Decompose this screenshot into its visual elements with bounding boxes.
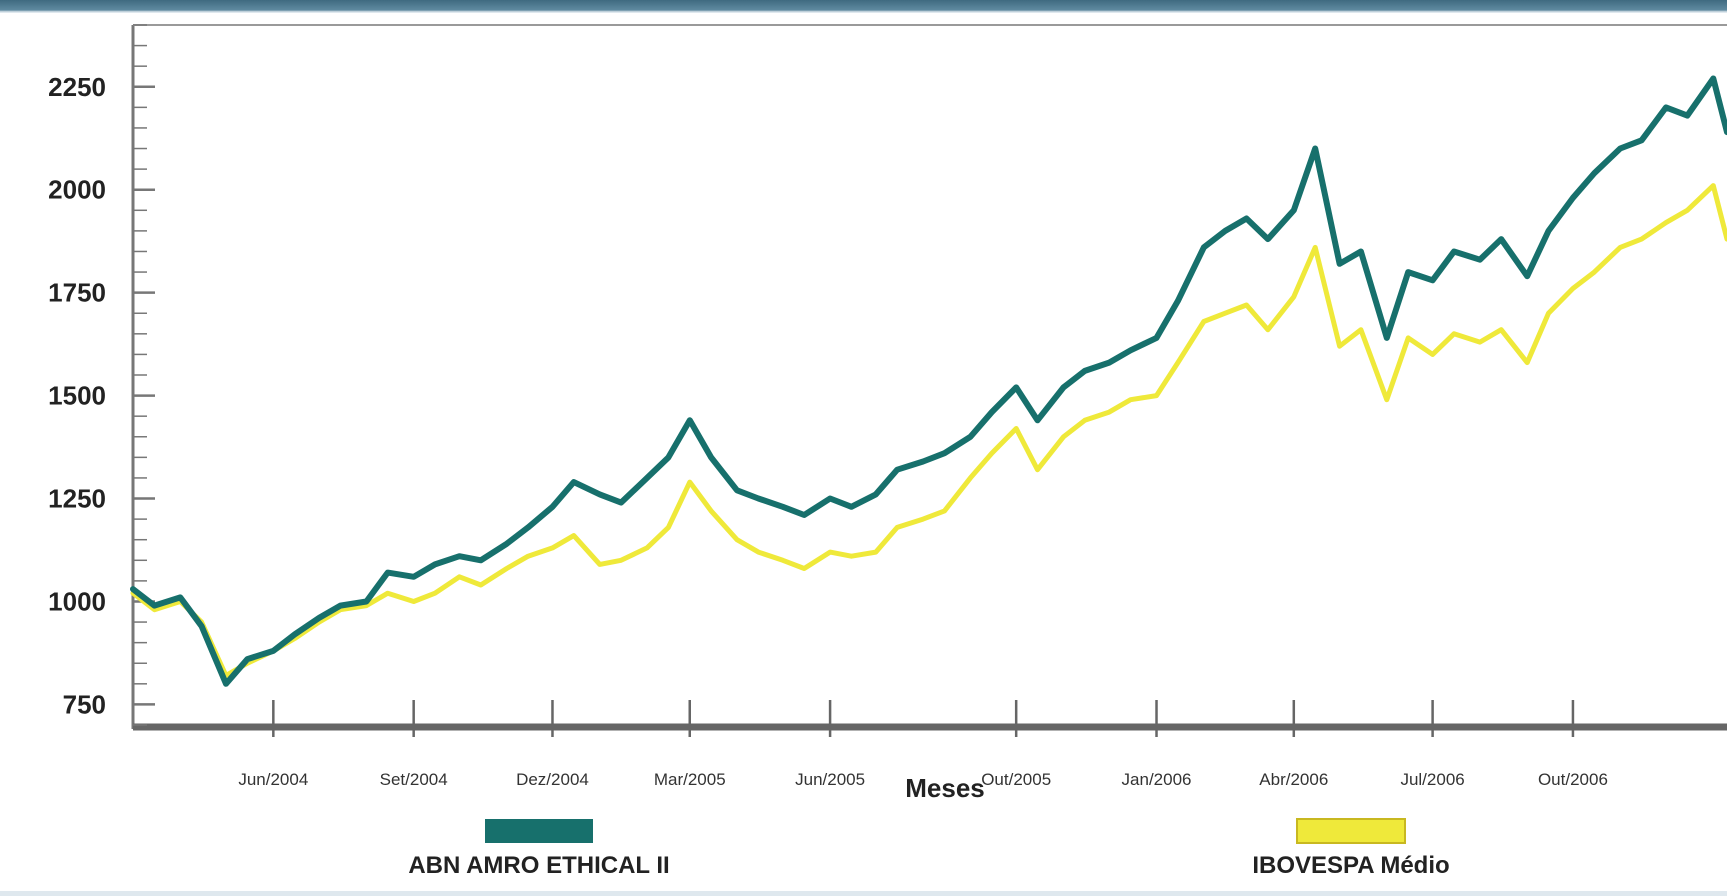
x-axis: Jun/2004 Set/2004 Dez/2004 Mar/2005 Jun/2005…	[238, 700, 1608, 789]
legend-label-ibovespa: IBOVESPA Médio	[1252, 852, 1449, 879]
x-tick-label: Jul/2006	[1400, 770, 1464, 789]
y-tick-label: 1750	[48, 278, 106, 308]
y-tick-label: 1250	[48, 484, 106, 514]
y-tick-label: 2000	[48, 175, 106, 205]
series-line-abn-amro	[130, 75, 1727, 687]
x-tick-label: Mar/2005	[654, 770, 726, 789]
x-tick-label: Out/2005	[981, 770, 1051, 789]
x-tick-label: Jun/2005	[795, 770, 865, 789]
x-axis-title: Meses	[905, 773, 985, 803]
x-tick-label: Dez/2004	[516, 770, 589, 789]
legend-label-abn-amro: ABN AMRO ETHICAL II	[408, 852, 669, 879]
plot-frame	[131, 24, 1727, 731]
series-line-ibovespa	[130, 183, 1727, 679]
y-tick-label: 750	[63, 689, 106, 719]
x-tick-label: Jan/2006	[1122, 770, 1192, 789]
y-tick-label: 1000	[48, 586, 106, 616]
y-tick-label: 1500	[48, 381, 106, 411]
x-tick-label: Set/2004	[380, 770, 448, 789]
legend-swatch-abn-amro	[485, 819, 593, 843]
series-layer	[130, 75, 1727, 687]
x-tick-label: Abr/2006	[1259, 770, 1328, 789]
line-chart: 750 1000 1250 1500 1750 2000 2250 Jun/2004 Set/…	[48, 24, 1727, 879]
x-tick-label: Jun/2004	[238, 770, 308, 789]
legend-swatch-ibovespa	[1296, 818, 1406, 844]
legend: ABN AMRO ETHICAL II IBOVESPA Médio	[408, 818, 1450, 879]
x-tick-label: Out/2006	[1538, 770, 1608, 789]
y-axis: 750 1000 1250 1500 1750 2000 2250	[48, 24, 155, 726]
y-tick-label: 2250	[48, 72, 106, 102]
chart-panel: 750 1000 1250 1500 1750 2000 2250 Jun/2004 Set/…	[0, 13, 1727, 891]
